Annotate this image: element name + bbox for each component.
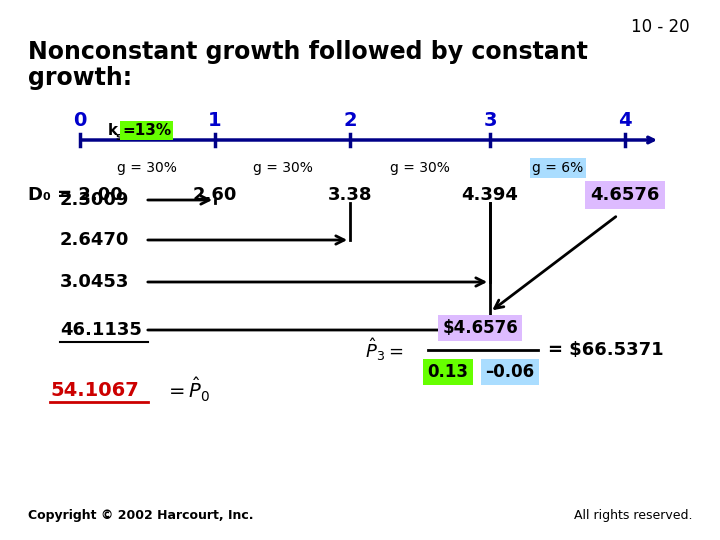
- Text: 2.60: 2.60: [193, 186, 237, 204]
- Text: 54.1067: 54.1067: [50, 381, 139, 400]
- Text: $4.6576: $4.6576: [442, 319, 518, 337]
- Text: 2: 2: [343, 111, 357, 130]
- Text: All rights reserved.: All rights reserved.: [574, 509, 692, 522]
- Text: 3.0453: 3.0453: [60, 273, 130, 291]
- Text: = $66.5371: = $66.5371: [548, 341, 664, 359]
- Text: 1: 1: [208, 111, 222, 130]
- Text: 0: 0: [73, 111, 86, 130]
- Text: 4.394: 4.394: [462, 186, 518, 204]
- Text: 3.38: 3.38: [328, 186, 372, 204]
- Text: D₀ = 2.00: D₀ = 2.00: [27, 186, 122, 204]
- Text: =13%: =13%: [122, 123, 171, 138]
- Text: 0.13: 0.13: [428, 363, 469, 381]
- Text: s: s: [115, 132, 122, 142]
- Text: 4.6576: 4.6576: [590, 186, 660, 204]
- Text: Nonconstant growth followed by constant: Nonconstant growth followed by constant: [28, 40, 588, 64]
- Text: 2.3009: 2.3009: [60, 191, 130, 209]
- Text: 4: 4: [618, 111, 632, 130]
- Text: $\hat{P}_3 = $: $\hat{P}_3 = $: [365, 336, 403, 363]
- Text: 10 - 20: 10 - 20: [631, 18, 690, 36]
- Text: 2.6470: 2.6470: [60, 231, 130, 249]
- Text: g = 6%: g = 6%: [532, 161, 584, 175]
- Text: g = 30%: g = 30%: [253, 161, 313, 175]
- Text: g = 30%: g = 30%: [390, 161, 450, 175]
- Text: k: k: [108, 123, 118, 138]
- Text: 46.1135: 46.1135: [60, 321, 142, 339]
- Text: $= \hat{P}_0$: $= \hat{P}_0$: [165, 376, 211, 404]
- Text: Copyright © 2002 Harcourt, Inc.: Copyright © 2002 Harcourt, Inc.: [28, 509, 253, 522]
- Text: g = 30%: g = 30%: [117, 161, 177, 175]
- Text: –0.06: –0.06: [485, 363, 534, 381]
- Text: growth:: growth:: [28, 66, 132, 90]
- Text: 3: 3: [483, 111, 497, 130]
